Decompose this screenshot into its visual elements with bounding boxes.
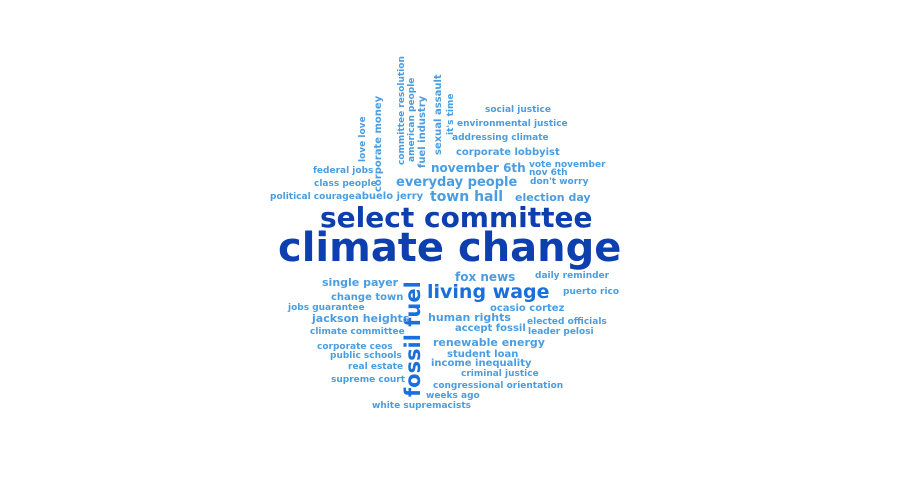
word-fuel-industry: fuel industry <box>417 95 428 168</box>
word-vote-november: vote november <box>529 160 606 170</box>
word-federal-jobs: federal jobs <box>313 166 374 176</box>
word-select-committee: select committee <box>320 201 593 234</box>
word-puerto-rico: puerto rico <box>563 287 620 297</box>
word-human-rights: human rights <box>428 311 511 324</box>
word-town-hall: town hall <box>430 189 504 205</box>
word-fox-news: fox news <box>455 270 516 284</box>
word-leader-pelosi: leader pelosi <box>528 327 594 337</box>
word-fossil-fuel: fossil fuel <box>401 281 425 397</box>
word-income-inequality: income inequality <box>431 358 532 369</box>
word-elected-officials: elected officials <box>527 317 607 327</box>
word-ocasio-cortez: ocasio cortez <box>490 303 565 314</box>
word-white-supremacists: white supremacists <box>372 401 471 411</box>
word-political-courage: political courage <box>270 192 355 202</box>
word-change-town: change town <box>331 292 404 303</box>
word-nov-6th: nov 6th <box>529 168 568 178</box>
word-congressional-orientation: congressional orientation <box>433 381 564 391</box>
word-everyday-people: everyday people <box>396 175 518 190</box>
word-environmental-justice: environmental justice <box>457 119 568 129</box>
word-committee-resolution: committee resolution <box>397 56 407 165</box>
word-jobs-guarantee: jobs guarantee <box>288 303 365 313</box>
word-student-loan: student loan <box>447 349 519 360</box>
word-living-wage: living wage <box>427 281 550 303</box>
word-climate-committee: climate committee <box>310 327 405 337</box>
word-criminal-justice: criminal justice <box>461 369 539 379</box>
word-weeks-ago: weeks ago <box>426 391 480 401</box>
word-supreme-court: supreme court <box>331 375 406 385</box>
word-corporate-ceos: corporate ceos <box>317 342 393 352</box>
word-single-payer: single payer <box>322 276 399 289</box>
word-jackson-heights: jackson heights <box>312 312 410 325</box>
word-election-day: election day <box>515 191 591 204</box>
word-abuelo-jerry: abuelo jerry <box>355 191 424 202</box>
word-addressing-climate: addressing climate <box>452 133 549 143</box>
word-corporate-money: corporate money <box>373 95 384 192</box>
word-its-time: it's time <box>446 93 456 135</box>
word-real-estate: real estate <box>348 362 404 372</box>
word-november-6th: november 6th <box>431 161 526 175</box>
word-dont-worry: don't worry <box>530 177 589 187</box>
word-corporate-lobbyist: corporate lobbyist <box>456 147 560 158</box>
word-sexual-assault: sexual assault <box>433 74 444 155</box>
word-social-justice: social justice <box>485 105 551 115</box>
word-renewable-energy: renewable energy <box>433 336 545 349</box>
word-accept-fossil: accept fossil <box>455 323 526 334</box>
word-class-people: class people <box>314 179 377 189</box>
word-daily-reminder: daily reminder <box>535 271 610 281</box>
word-american-people: american people <box>407 77 417 162</box>
word-public-schools: public schools <box>330 351 402 361</box>
word-love-love: love love <box>358 116 368 162</box>
word-climate-change: climate change <box>278 225 622 271</box>
